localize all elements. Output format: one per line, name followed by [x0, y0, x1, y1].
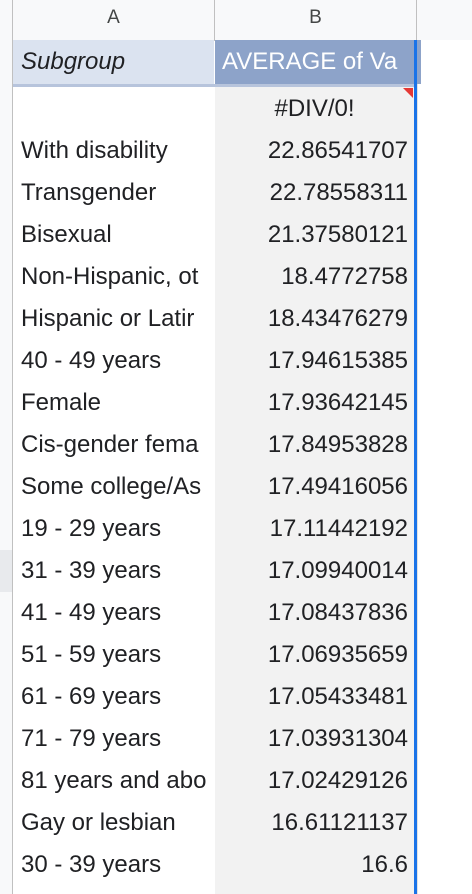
average-value-cell[interactable]: 17.09940014	[267, 557, 408, 584]
subgroup-cell[interactable]: Gay or lesbian	[21, 809, 176, 836]
pivot-table-rows: #DIV/0! With disability 22.86541707 Transge…	[13, 88, 415, 886]
table-row: Transgender 22.78558311	[13, 172, 415, 214]
average-value-cell[interactable]: 17.11442192	[269, 515, 408, 542]
table-row: 81 years and abo 17.02429126	[13, 760, 415, 802]
row-header-gutter[interactable]	[0, 40, 13, 894]
subgroup-cell[interactable]	[13, 88, 214, 130]
subgroup-cell[interactable]: 31 - 39 years	[21, 557, 162, 584]
subgroup-cell[interactable]: Hispanic or Latir	[21, 305, 195, 332]
table-row: Female 17.93642145	[13, 382, 415, 424]
average-value-cell[interactable]: 17.08437836	[267, 599, 408, 626]
column-c-cells	[417, 40, 472, 894]
table-row: 30 - 39 years 16.6	[13, 844, 415, 886]
table-row: 31 - 39 years 17.09940014	[13, 550, 415, 592]
average-value-cell[interactable]: 17.84953828	[267, 431, 408, 458]
table-row: 19 - 29 years 17.11442192	[13, 508, 415, 550]
column-header-a[interactable]: A	[13, 0, 215, 40]
select-all-corner[interactable]	[0, 0, 13, 40]
subgroup-cell[interactable]: Bisexual	[21, 221, 112, 248]
table-row: Bisexual 21.37580121	[13, 214, 415, 256]
average-value-cell[interactable]: 18.4772758	[281, 263, 408, 290]
subgroup-cell[interactable]: 41 - 49 years	[21, 599, 162, 626]
selected-range-border	[414, 40, 417, 894]
average-value-cell[interactable]: 17.94615385	[267, 347, 408, 374]
pivot-header-divider	[13, 84, 415, 87]
subgroup-cell[interactable]: 40 - 49 years	[21, 347, 162, 374]
table-row: Non-Hispanic, ot 18.4772758	[13, 256, 415, 298]
subgroup-cell[interactable]: 81 years and abo	[21, 767, 207, 794]
column-header-c[interactable]	[417, 0, 472, 40]
column-b-cells	[215, 40, 416, 894]
subgroup-cell[interactable]: Female	[21, 389, 102, 416]
average-value-cell[interactable]: 17.06935659	[267, 641, 408, 668]
table-row: 41 - 49 years 17.08437836	[13, 592, 415, 634]
row-header-highlight	[0, 550, 12, 592]
table-row: Some college/As 17.49416056	[13, 466, 415, 508]
column-header-b[interactable]: B	[215, 0, 417, 40]
subgroup-cell[interactable]: Non-Hispanic, ot	[21, 263, 199, 290]
average-value-cell[interactable]: 16.6	[361, 851, 408, 878]
average-value-cell[interactable]: 17.02429126	[267, 767, 408, 794]
table-row: Cis-gender fema 17.84953828	[13, 424, 415, 466]
subgroup-cell[interactable]: 30 - 39 years	[21, 851, 162, 878]
average-value-cell[interactable]: 22.86541707	[267, 137, 408, 164]
table-row: Hispanic or Latir 18.43476279	[13, 298, 415, 340]
subgroup-cell[interactable]: 19 - 29 years	[21, 515, 162, 542]
average-value-cell[interactable]: 21.37580121	[267, 221, 408, 248]
subgroup-cell[interactable]: Some college/As	[21, 473, 202, 500]
table-row: Gay or lesbian 16.61121137	[13, 802, 415, 844]
average-value-cell[interactable]: #DIV/0!	[274, 95, 355, 122]
table-row: 61 - 69 years 17.05433481	[13, 676, 415, 718]
average-value-cell[interactable]: 17.03931304	[267, 725, 408, 752]
subgroup-cell[interactable]: 71 - 79 years	[21, 725, 162, 752]
column-a-cells	[13, 40, 214, 894]
subgroup-cell[interactable]: With disability	[21, 137, 168, 164]
average-value-cell[interactable]: 17.05433481	[267, 683, 408, 710]
average-value-cell[interactable]: 22.78558311	[269, 179, 408, 206]
error-indicator-icon[interactable]	[403, 88, 413, 98]
subgroup-cell[interactable]: Transgender	[21, 179, 157, 206]
table-row: 40 - 49 years 17.94615385	[13, 340, 415, 382]
subgroup-cell[interactable]: 61 - 69 years	[21, 683, 162, 710]
subgroup-cell[interactable]: Cis-gender fema	[21, 431, 199, 458]
table-row: 51 - 59 years 17.06935659	[13, 634, 415, 676]
subgroup-cell[interactable]: 51 - 59 years	[21, 641, 162, 668]
average-value-cell[interactable]: 17.49416056	[267, 473, 408, 500]
average-value-cell[interactable]: 17.93642145	[267, 389, 408, 416]
table-row: #DIV/0!	[13, 88, 415, 130]
table-row: With disability 22.86541707	[13, 130, 415, 172]
average-value-cell[interactable]: 16.61121137	[271, 809, 408, 836]
table-row: 71 - 79 years 17.03931304	[13, 718, 415, 760]
average-value-cell[interactable]: 18.43476279	[267, 305, 408, 332]
pivot-row-header-subgroup[interactable]: Subgroup	[13, 40, 214, 84]
pivot-value-header[interactable]: AVERAGE of Va	[215, 40, 421, 84]
